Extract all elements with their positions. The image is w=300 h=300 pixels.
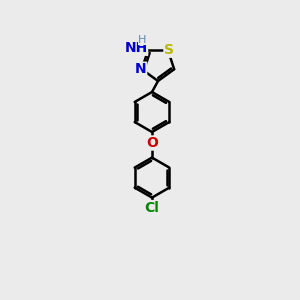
Text: O: O <box>146 136 158 150</box>
Text: S: S <box>164 43 174 57</box>
Text: N: N <box>135 62 147 76</box>
Text: Cl: Cl <box>145 201 159 214</box>
Text: NH: NH <box>124 41 148 55</box>
Text: H: H <box>138 35 147 45</box>
